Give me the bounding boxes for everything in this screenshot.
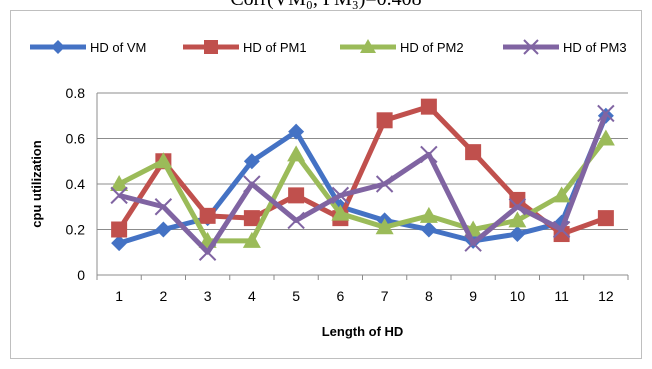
data-point xyxy=(552,220,571,239)
legend-entry-1: HD of VM xyxy=(30,40,146,55)
x-tick-label: 8 xyxy=(425,288,433,304)
x-tick-label: 3 xyxy=(204,288,212,304)
series-line xyxy=(118,114,609,246)
data-point xyxy=(597,104,615,123)
marker-stroke xyxy=(287,211,305,230)
legend-label: HD of PM3 xyxy=(563,40,627,55)
marker-stroke xyxy=(110,186,128,205)
x-tick-label: 10 xyxy=(510,288,526,304)
legend-entry-4: HD of PM3 xyxy=(503,39,627,55)
y-tick-label: 0.4 xyxy=(66,176,86,192)
legend-marker xyxy=(51,40,65,54)
marker-stroke xyxy=(243,175,261,193)
data-point xyxy=(154,198,173,216)
data-point xyxy=(111,221,128,238)
data-point xyxy=(155,221,172,238)
x-tick-label: 6 xyxy=(336,288,344,304)
x-tick-label: 5 xyxy=(292,288,300,304)
series-line xyxy=(117,136,608,244)
marker-stroke xyxy=(154,198,173,216)
marker-stroke xyxy=(552,220,571,239)
legend: HD of VM HD of PM1 HD of PM2 HD of PM3 xyxy=(30,39,627,55)
data-point xyxy=(242,231,261,248)
data-point xyxy=(199,207,216,224)
data-point xyxy=(419,206,438,223)
data-point xyxy=(596,129,615,146)
marker-stroke xyxy=(523,39,539,55)
data-point xyxy=(110,175,129,191)
x-tick-label: 11 xyxy=(554,288,569,304)
legend-entry-2: HD of PM1 xyxy=(183,40,307,55)
data-point xyxy=(243,175,261,193)
marker-stroke xyxy=(508,198,527,216)
data-point xyxy=(376,112,393,129)
data-point xyxy=(331,204,350,221)
marker-stroke xyxy=(198,243,217,261)
y-tick-label: 0.8 xyxy=(66,85,86,101)
data-point xyxy=(288,123,305,140)
x-tick-label: 1 xyxy=(115,288,123,304)
data-point xyxy=(552,186,571,203)
x-axis-title: Length of HD xyxy=(322,324,404,339)
marker-stroke xyxy=(597,104,615,123)
y-tick-label: 0.2 xyxy=(66,222,86,238)
legend-marker xyxy=(204,40,218,54)
data-point xyxy=(198,243,217,261)
data-point xyxy=(110,186,128,205)
y-tick-label: 0 xyxy=(77,267,85,283)
gridlines xyxy=(97,92,628,230)
x-tick-label: 9 xyxy=(469,288,477,304)
x-tick-label: 4 xyxy=(248,288,256,304)
chart-header-text: Corr(VM₀, PM₃)=0.408 xyxy=(0,0,652,11)
marker-stroke xyxy=(375,175,394,193)
x-tick-label: 7 xyxy=(381,288,389,304)
legend-label: HD of PM1 xyxy=(243,40,307,55)
data-point xyxy=(509,226,526,243)
data-point xyxy=(288,187,305,204)
legend-marker xyxy=(523,39,539,55)
data-point xyxy=(420,145,438,164)
data-point xyxy=(375,218,394,235)
y-axis-title: cpu utilization xyxy=(29,140,44,227)
series-2 xyxy=(111,98,614,243)
data-point xyxy=(287,211,305,230)
data-point xyxy=(508,211,527,228)
legend-label: HD of PM2 xyxy=(400,40,464,55)
data-point xyxy=(111,235,128,252)
legend-entry-3: HD of PM2 xyxy=(340,39,464,55)
x-tick-label: 2 xyxy=(159,288,167,304)
y-tick-label: 0.6 xyxy=(66,131,86,147)
data-point xyxy=(508,198,527,216)
marker-stroke xyxy=(464,234,482,252)
data-point xyxy=(287,145,306,162)
legend-marker xyxy=(360,39,376,53)
data-point xyxy=(597,210,614,227)
x-tick-label: 12 xyxy=(598,288,614,304)
data-point xyxy=(420,98,437,115)
data-point xyxy=(243,210,260,227)
legend-label: HD of VM xyxy=(90,40,146,55)
data-point xyxy=(154,152,173,169)
data-point xyxy=(464,234,482,252)
series-4 xyxy=(110,104,615,261)
data-point xyxy=(465,144,482,161)
data-point xyxy=(420,221,437,238)
data-point xyxy=(331,186,350,205)
marker-stroke xyxy=(331,186,350,205)
x-axis: 1 2 3 4 5 6 7 8 9 10 11 12 xyxy=(96,93,629,304)
data-point xyxy=(243,153,260,170)
marker-stroke xyxy=(420,145,438,164)
series-3 xyxy=(110,129,615,248)
y-axis-ticks: 0 0.2 0.4 0.6 0.8 xyxy=(66,85,86,283)
series-layer xyxy=(110,98,615,261)
data-point xyxy=(375,175,394,193)
